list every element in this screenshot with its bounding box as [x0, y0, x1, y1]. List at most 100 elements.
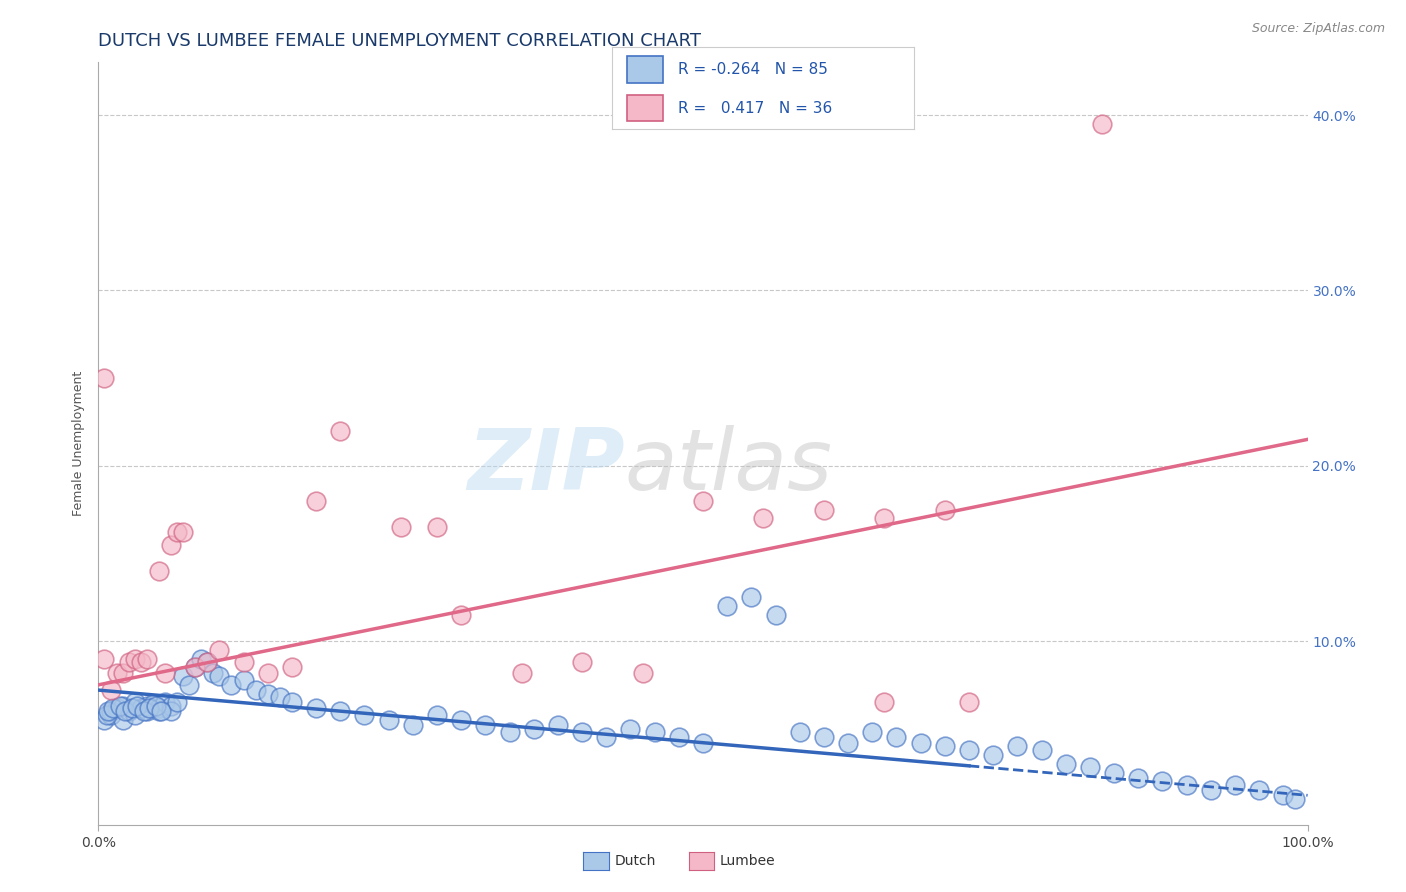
Point [190, 651, 212, 665]
Point [1199, 783, 1222, 797]
Point [124, 695, 146, 709]
Point [124, 707, 146, 722]
Point [100, 683, 122, 698]
Point [118, 704, 141, 718]
Point [232, 673, 254, 687]
Point [160, 538, 183, 552]
Point [377, 713, 399, 727]
Point [981, 747, 1004, 762]
Point [1152, 774, 1174, 789]
Point [148, 564, 170, 578]
Point [153, 665, 176, 680]
Point [910, 736, 932, 750]
Point [97, 704, 120, 718]
Point [329, 704, 352, 718]
Point [135, 698, 157, 713]
Point [127, 698, 149, 713]
Point [221, 678, 243, 692]
Text: R =   0.417   N = 36: R = 0.417 N = 36 [678, 101, 832, 115]
Point [160, 704, 183, 718]
Point [752, 511, 775, 525]
Point [450, 607, 472, 622]
Point [668, 731, 690, 745]
Bar [627, 56, 664, 83]
Point [1091, 117, 1114, 131]
Point [93, 371, 115, 385]
Point [153, 695, 176, 709]
Bar [627, 95, 664, 121]
Text: atlas: atlas [624, 425, 832, 508]
Point [692, 493, 714, 508]
Point [426, 707, 449, 722]
Text: DUTCH VS LUMBEE FEMALE UNEMPLOYMENT CORRELATION CHART: DUTCH VS LUMBEE FEMALE UNEMPLOYMENT CORR… [98, 32, 702, 50]
Text: Source: ZipAtlas.com: Source: ZipAtlas.com [1251, 22, 1385, 36]
Point [571, 655, 593, 669]
Point [208, 642, 231, 657]
Point [124, 651, 146, 665]
Point [353, 707, 375, 722]
Point [160, 698, 183, 713]
Point [245, 683, 267, 698]
Point [195, 655, 218, 669]
Point [402, 718, 425, 732]
Point [93, 651, 115, 665]
Point [105, 665, 128, 680]
Point [873, 695, 896, 709]
Point [195, 655, 218, 669]
Point [111, 665, 134, 680]
Point [166, 525, 188, 540]
Text: R = -0.264   N = 85: R = -0.264 N = 85 [678, 62, 828, 77]
Point [100, 707, 122, 722]
Point [1128, 771, 1150, 785]
Point [510, 665, 533, 680]
Point [208, 669, 231, 683]
Point [886, 731, 908, 745]
Point [305, 700, 328, 714]
Point [129, 700, 152, 714]
Point [138, 700, 160, 714]
Text: Lumbee: Lumbee [720, 854, 776, 868]
Point [631, 665, 654, 680]
Point [1272, 789, 1295, 803]
Point [1031, 742, 1053, 756]
Point [148, 704, 170, 718]
Point [101, 700, 124, 714]
Point [93, 713, 115, 727]
Point [135, 651, 157, 665]
Point [305, 493, 328, 508]
Point [1284, 792, 1306, 806]
Point [135, 704, 157, 718]
Point [595, 731, 617, 745]
Point [129, 655, 152, 669]
Point [281, 660, 304, 674]
Point [644, 725, 666, 739]
Point [619, 722, 641, 736]
Point [1249, 783, 1271, 797]
Point [934, 739, 956, 754]
Point [172, 525, 194, 540]
Point [1007, 739, 1029, 754]
Point [108, 698, 131, 713]
Point [184, 660, 207, 674]
Point [523, 722, 546, 736]
Point [740, 590, 762, 604]
Point [114, 704, 136, 718]
Point [172, 669, 194, 683]
Point [716, 599, 738, 613]
Point [184, 660, 207, 674]
Point [1223, 778, 1246, 792]
Text: Dutch: Dutch [614, 854, 655, 868]
Point [256, 687, 278, 701]
Point [1054, 756, 1077, 771]
Point [148, 700, 170, 714]
Point [111, 713, 134, 727]
Point [166, 695, 188, 709]
Point [111, 698, 134, 713]
Point [1102, 765, 1125, 780]
Point [142, 697, 165, 711]
Point [426, 520, 449, 534]
Point [179, 678, 201, 692]
Y-axis label: Female Unemployment: Female Unemployment [72, 371, 86, 516]
Text: ZIP: ZIP [467, 425, 624, 508]
Point [145, 698, 167, 713]
